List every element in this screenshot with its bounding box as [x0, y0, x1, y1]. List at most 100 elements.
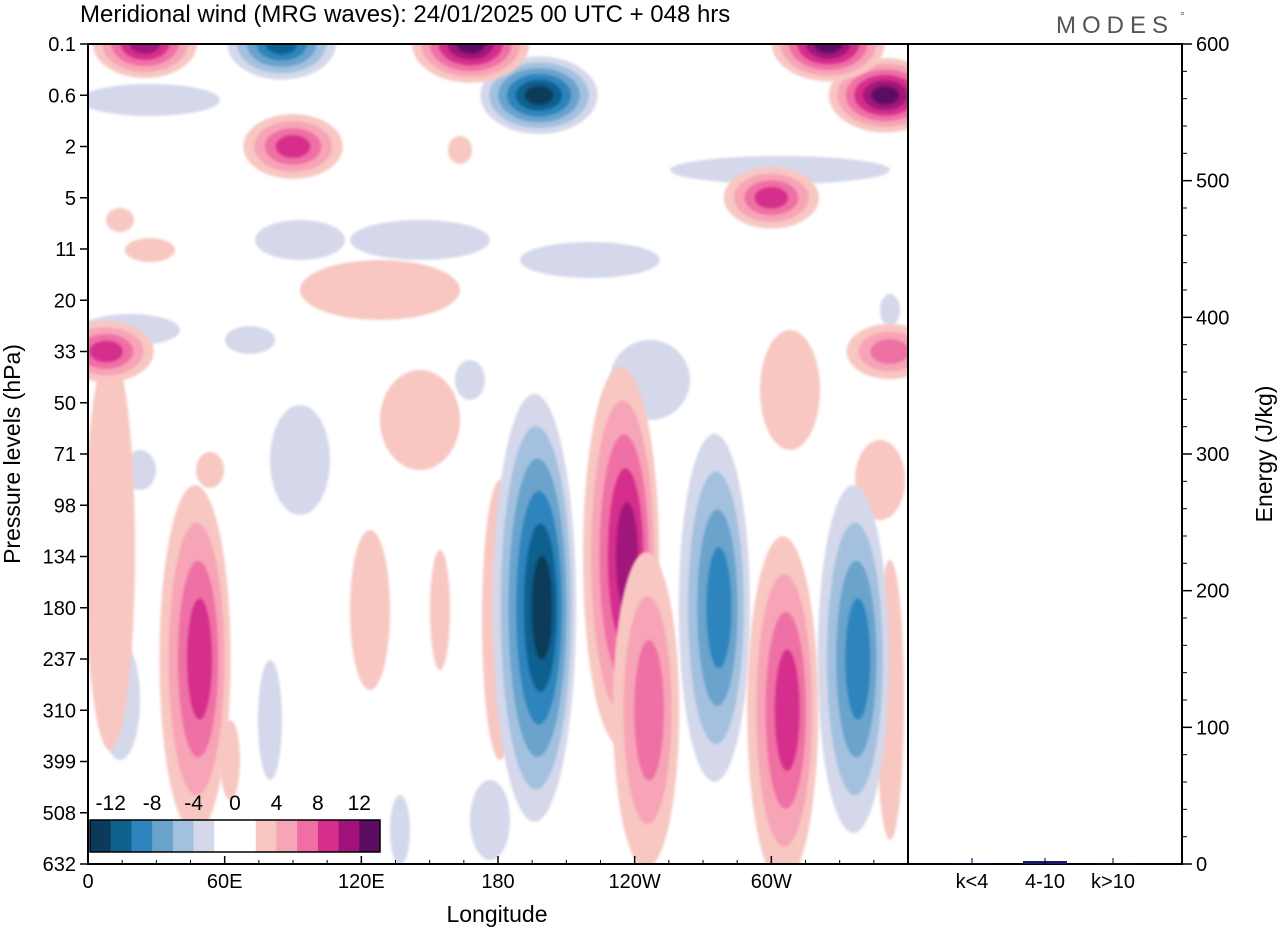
colorbar-cell — [255, 820, 277, 852]
x-tick-label: 120E — [338, 871, 385, 893]
heatmap-blob-faint — [88, 350, 135, 750]
x-tick-label: 60E — [207, 871, 243, 893]
colorbar-cell — [276, 820, 298, 852]
colorbar-label: 8 — [312, 792, 324, 815]
y-tick-label: 310 — [43, 700, 76, 722]
energy-y-tick-label: 100 — [1196, 717, 1229, 739]
energy-category-label: k>10 — [1091, 871, 1135, 893]
colorbar-cell — [110, 820, 132, 852]
colorbar-label: -4 — [184, 792, 203, 815]
y-tick-label: 134 — [43, 547, 76, 569]
y-tick-label: 508 — [43, 803, 76, 825]
y-tick-label: 33 — [54, 342, 76, 364]
heatmap-blob-faint — [350, 220, 490, 260]
energy-category-label: 4-10 — [1025, 871, 1065, 893]
heatmap-blob-faint — [455, 360, 485, 400]
colorbar-label: 0 — [229, 792, 241, 815]
heatmap-blob-faint — [106, 208, 134, 232]
colorbar-label: -12 — [96, 792, 126, 815]
x-axis: 0 60E 120E 180 120W 60W — [82, 856, 875, 893]
heatmap-blob-faint — [300, 260, 460, 320]
colorbar-cell — [131, 820, 153, 852]
heatmap-blob-faint — [760, 330, 820, 450]
colorbar-cell — [235, 820, 257, 852]
heatmap-blob — [130, 44, 160, 54]
colorbar-label: -8 — [143, 792, 162, 815]
heatmap-blob-faint — [125, 238, 175, 262]
x-axis-label: Longitude — [446, 901, 547, 927]
energy-y-tick-label: 300 — [1196, 444, 1229, 466]
energy-y-tick-label: 500 — [1196, 171, 1229, 193]
heatmap-blob-faint — [225, 326, 275, 354]
heatmap-blob — [531, 555, 553, 660]
brand-logo: MODES — [1056, 12, 1174, 39]
colorbar-cell — [297, 820, 319, 852]
y-axis: 0.1 0.6 2 5 11 20 33 50 71 98 134 180 237 310 399 508 63… — [43, 34, 88, 876]
heatmap-blob-faint — [196, 452, 224, 488]
heatmap-blob — [634, 640, 664, 781]
heatmap-blob-faint — [448, 136, 472, 164]
y-tick-label: 20 — [54, 290, 76, 312]
x-tick-label: 0 — [82, 871, 93, 893]
y-tick-label: 0.6 — [48, 85, 76, 107]
y-tick-label: 71 — [54, 444, 76, 466]
colorbar-cell — [172, 820, 195, 852]
energy-bars: k<4 4-10 k>10 — [950, 858, 1135, 893]
heatmap-blob-faint — [255, 220, 345, 260]
energy-y-tick-label: 600 — [1196, 34, 1229, 56]
heatmap-blob-faint — [350, 530, 390, 690]
y-tick-label: 180 — [43, 598, 76, 620]
colorbar-cell — [317, 820, 340, 852]
energy-y-axis: 0 100 200 300 400 500 600 — [1182, 34, 1229, 876]
brand-mark-icon: ° — [1180, 9, 1185, 23]
heatmap-blob — [187, 598, 212, 720]
colorbar-cell — [359, 820, 381, 852]
colorbar-cell — [214, 820, 236, 852]
heatmap-blobs — [88, 44, 908, 864]
heatmap-blob — [89, 340, 123, 363]
heatmap-blob — [266, 44, 298, 55]
colorbar-cell — [152, 820, 174, 852]
y-tick-label: 2 — [65, 137, 76, 159]
energy-y-tick-label: 200 — [1196, 581, 1229, 603]
colorbar-cell — [338, 820, 360, 852]
y-axis-label: Pressure levels (hPa) — [0, 344, 25, 564]
heatmap-blob — [754, 187, 788, 209]
energy-axis-label: Energy (J/kg) — [1251, 386, 1277, 523]
x-tick-label: 180 — [481, 871, 514, 893]
y-tick-label: 98 — [54, 495, 76, 517]
heatmap-blob-faint — [520, 242, 660, 278]
heatmap-blob-faint — [88, 84, 220, 116]
heatmap-blob-faint — [470, 780, 510, 860]
heatmap-blob — [706, 547, 732, 669]
y-tick-label: 50 — [54, 393, 76, 415]
heatmap-blob-faint — [430, 550, 450, 670]
colorbar-label: 12 — [348, 792, 371, 815]
heatmap-blob-faint — [880, 294, 900, 326]
heatmap-blob-faint — [390, 795, 410, 864]
energy-category-label: k<4 — [956, 871, 989, 893]
energy-y-tick-label: 0 — [1196, 854, 1207, 876]
heatmap-blob-faint — [380, 370, 460, 470]
y-tick-label: 632 — [43, 854, 76, 876]
energy-panel-frame — [907, 43, 1183, 865]
heatmap-blob-faint — [270, 405, 330, 515]
x-tick-label: 120W — [609, 871, 661, 893]
y-tick-label: 5 — [65, 188, 76, 210]
heatmap-blob — [524, 85, 554, 105]
y-tick-label: 0.1 — [48, 34, 76, 56]
heatmap-blob-faint — [258, 660, 282, 780]
colorbar-frame — [89, 819, 381, 853]
y-tick-label: 399 — [43, 752, 76, 774]
colorbar-cell — [193, 820, 215, 852]
heatmap-blob — [814, 44, 842, 53]
x-tick-label: 60W — [751, 871, 792, 893]
heatmap-blob — [870, 339, 908, 364]
colorbar-cell — [90, 820, 112, 852]
colorbar: -12 -8 -4 0 4 8 12 — [89, 792, 381, 853]
energy-y-tick-label: 400 — [1196, 307, 1229, 329]
heatmap-blob — [871, 86, 899, 105]
heatmap-blob — [456, 44, 485, 54]
chart-title: Meridional wind (MRG waves): 24/01/2025 … — [80, 1, 730, 28]
